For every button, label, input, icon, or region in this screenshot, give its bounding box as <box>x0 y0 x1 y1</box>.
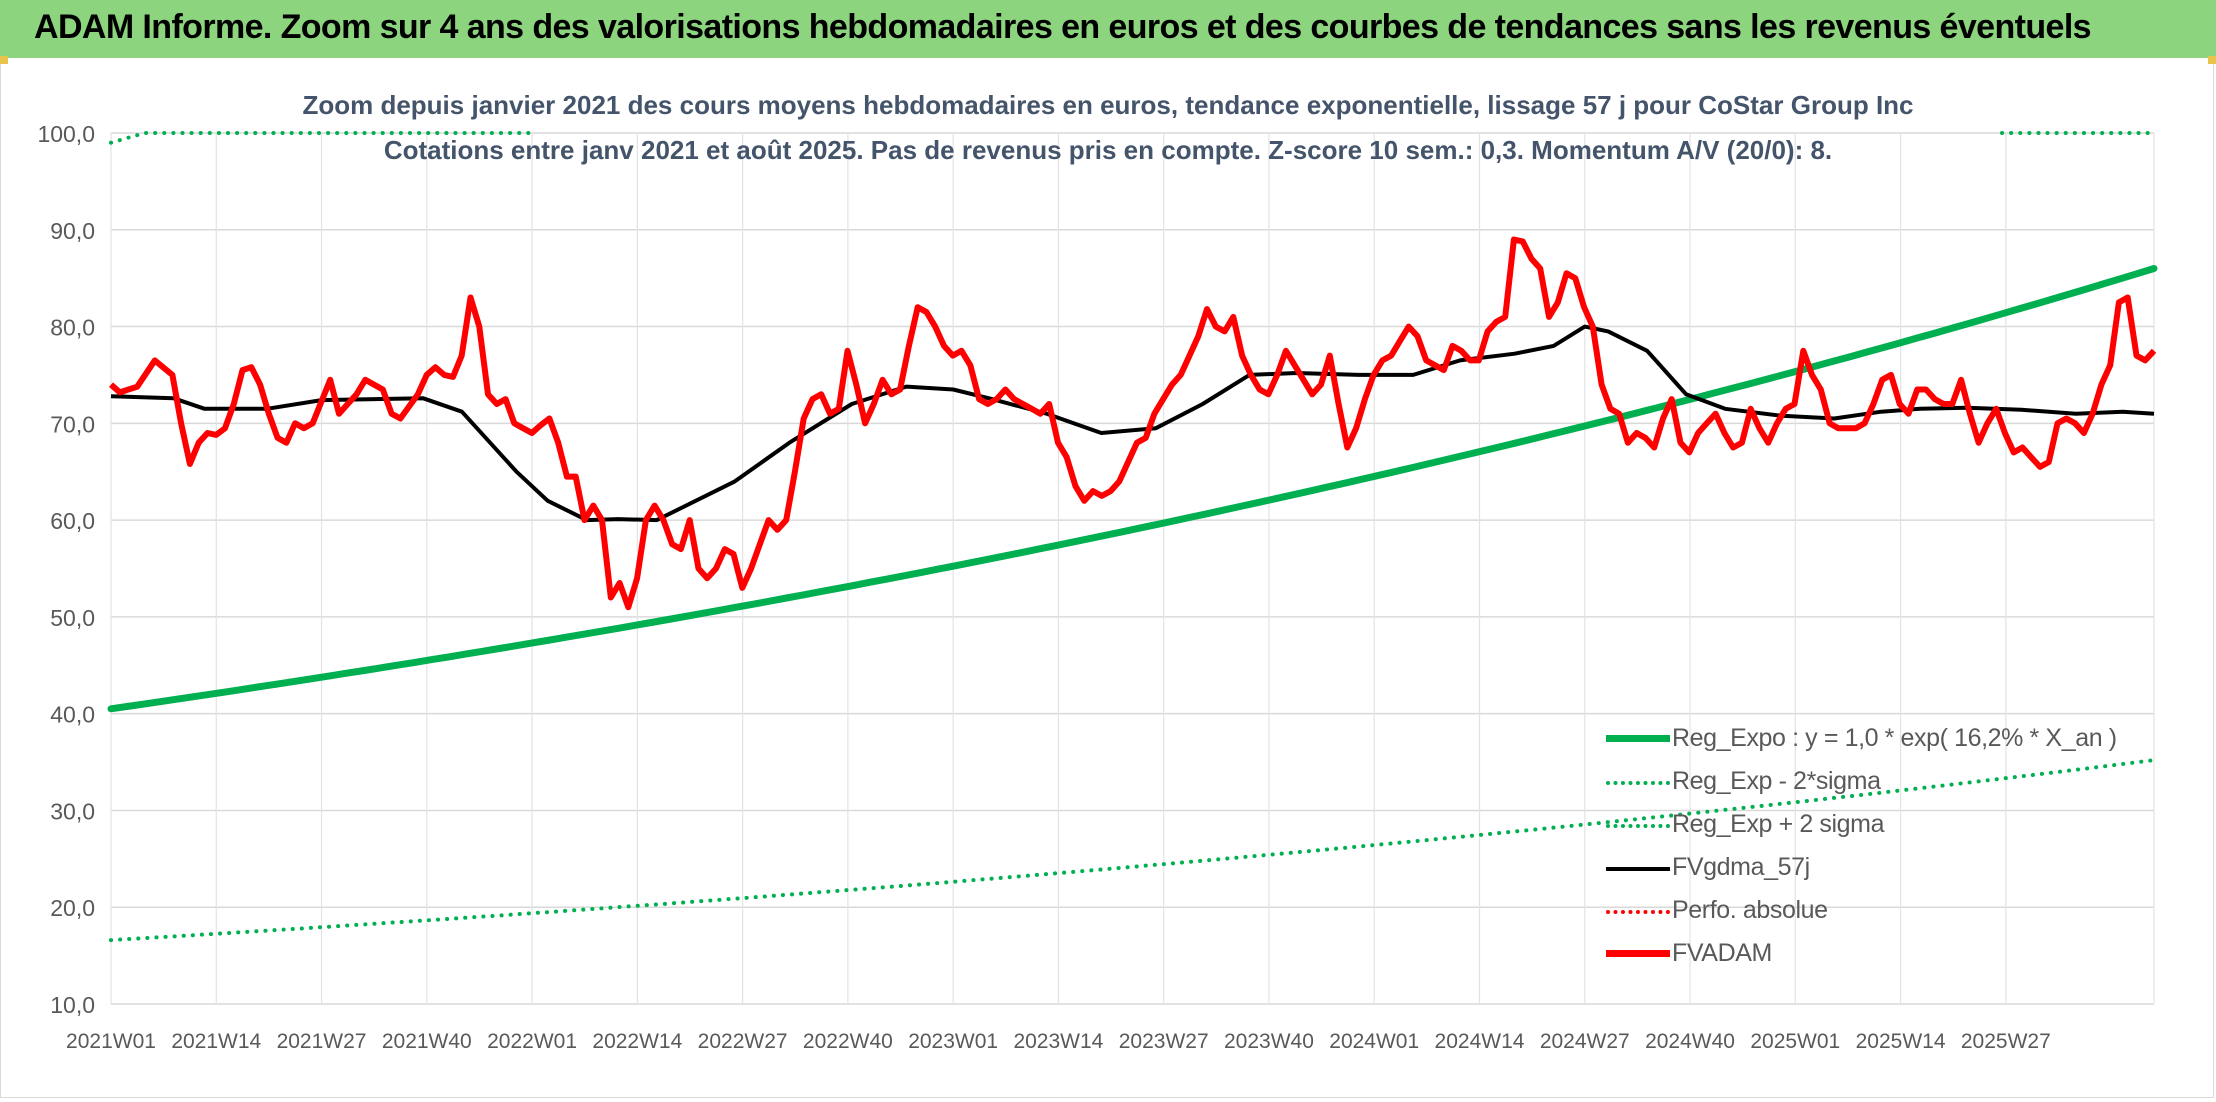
legend-label-reg-exp-plus: Reg_Exp + 2 sigma <box>1672 810 1885 838</box>
chart-frame <box>0 58 2214 1098</box>
series-reg-exp-plus-2sigma <box>109 131 536 145</box>
x-tick-label: 2024W14 <box>1435 1030 1525 1053</box>
x-tick-label: 2023W14 <box>1013 1030 1103 1053</box>
y-tick-label: 20,0 <box>50 895 95 921</box>
x-tick-label: 2024W27 <box>1540 1030 1630 1053</box>
legend-label-fvadam: FVADAM <box>1672 939 1772 967</box>
legend-swatch-reg-exp-minus <box>1606 781 1670 785</box>
x-tick-label: 2021W14 <box>171 1030 261 1053</box>
legend-swatch-reg-exp-plus <box>1606 824 1670 828</box>
y-tick-label: 10,0 <box>50 992 95 1018</box>
series-reg-expo <box>107 265 2158 713</box>
x-tick-label: 2021W27 <box>277 1030 367 1053</box>
header-bar: ADAM Informe. Zoom sur 4 ans des valoris… <box>0 0 2216 58</box>
series-fvgdma-57j <box>110 324 2155 523</box>
y-tick-label: 50,0 <box>50 605 95 631</box>
y-tick-label: 60,0 <box>50 508 95 534</box>
y-tick-label: 100,0 <box>37 121 95 147</box>
x-tick-label: 2022W40 <box>803 1030 893 1053</box>
x-tick-label: 2022W14 <box>592 1030 682 1053</box>
x-tick-label: 2024W01 <box>1329 1030 1419 1053</box>
legend-item-fvadam: FVADAM <box>1600 933 2120 976</box>
chart-title-line1: Zoom depuis janvier 2021 des cours moyen… <box>302 90 1914 120</box>
x-tick-label: 2023W40 <box>1224 1030 1314 1053</box>
legend-item-fvgdma: FVgdma_57j <box>1600 847 2120 890</box>
x-tick-label: 2022W27 <box>698 1030 788 1053</box>
legend-swatch-fvadam <box>1606 950 1670 957</box>
legend-label-reg-expo: Reg_Expo : y = 1,0 * exp( 16,2% * X_an ) <box>1672 724 2117 752</box>
frame-corner-right <box>2208 56 2216 64</box>
legend-item-reg-exp-minus: Reg_Exp - 2*sigma <box>1600 761 2120 804</box>
x-tick-label: 2025W01 <box>1750 1030 1840 1053</box>
legend-item-reg-expo: Reg_Expo : y = 1,0 * exp( 16,2% * X_an ) <box>1600 718 2120 761</box>
y-tick-label: 30,0 <box>50 798 95 824</box>
frame-corner-left <box>0 56 8 64</box>
x-tick-label: 2021W01 <box>66 1030 156 1053</box>
legend-item-perfo: Perfo. absolue <box>1600 890 2120 933</box>
chart-title-line2: Cotations entre janv 2021 et août 2025. … <box>383 135 1833 165</box>
y-tick-label: 40,0 <box>50 702 95 728</box>
x-tick-label: 2024W40 <box>1645 1030 1735 1053</box>
y-tick-label: 70,0 <box>50 411 95 437</box>
legend-item-reg-exp-plus: Reg_Exp + 2 sigma <box>1600 804 2120 847</box>
x-tick-label: 2021W40 <box>382 1030 472 1053</box>
legend-swatch-reg-expo <box>1606 735 1670 742</box>
x-tick-label: 2023W27 <box>1119 1030 1209 1053</box>
chart-legend: Reg_Expo : y = 1,0 * exp( 16,2% * X_an )… <box>1600 718 2120 976</box>
legend-swatch-fvgdma <box>1606 867 1670 871</box>
x-tick-label: 2025W14 <box>1856 1030 1946 1053</box>
legend-swatch-perfo <box>1606 910 1670 914</box>
y-tick-label: 80,0 <box>50 315 95 341</box>
y-tick-label: 90,0 <box>50 218 95 244</box>
legend-label-reg-exp-minus: Reg_Exp - 2*sigma <box>1672 767 1881 795</box>
x-tick-label: 2025W27 <box>1961 1030 2051 1053</box>
legend-label-perfo: Perfo. absolue <box>1672 896 1828 924</box>
x-tick-label: 2022W01 <box>487 1030 577 1053</box>
header-title: ADAM Informe. Zoom sur 4 ans des valoris… <box>34 8 2092 46</box>
series-fvadam <box>109 236 2157 611</box>
x-tick-label: 2023W01 <box>908 1030 998 1053</box>
legend-label-fvgdma: FVgdma_57j <box>1672 853 1810 881</box>
